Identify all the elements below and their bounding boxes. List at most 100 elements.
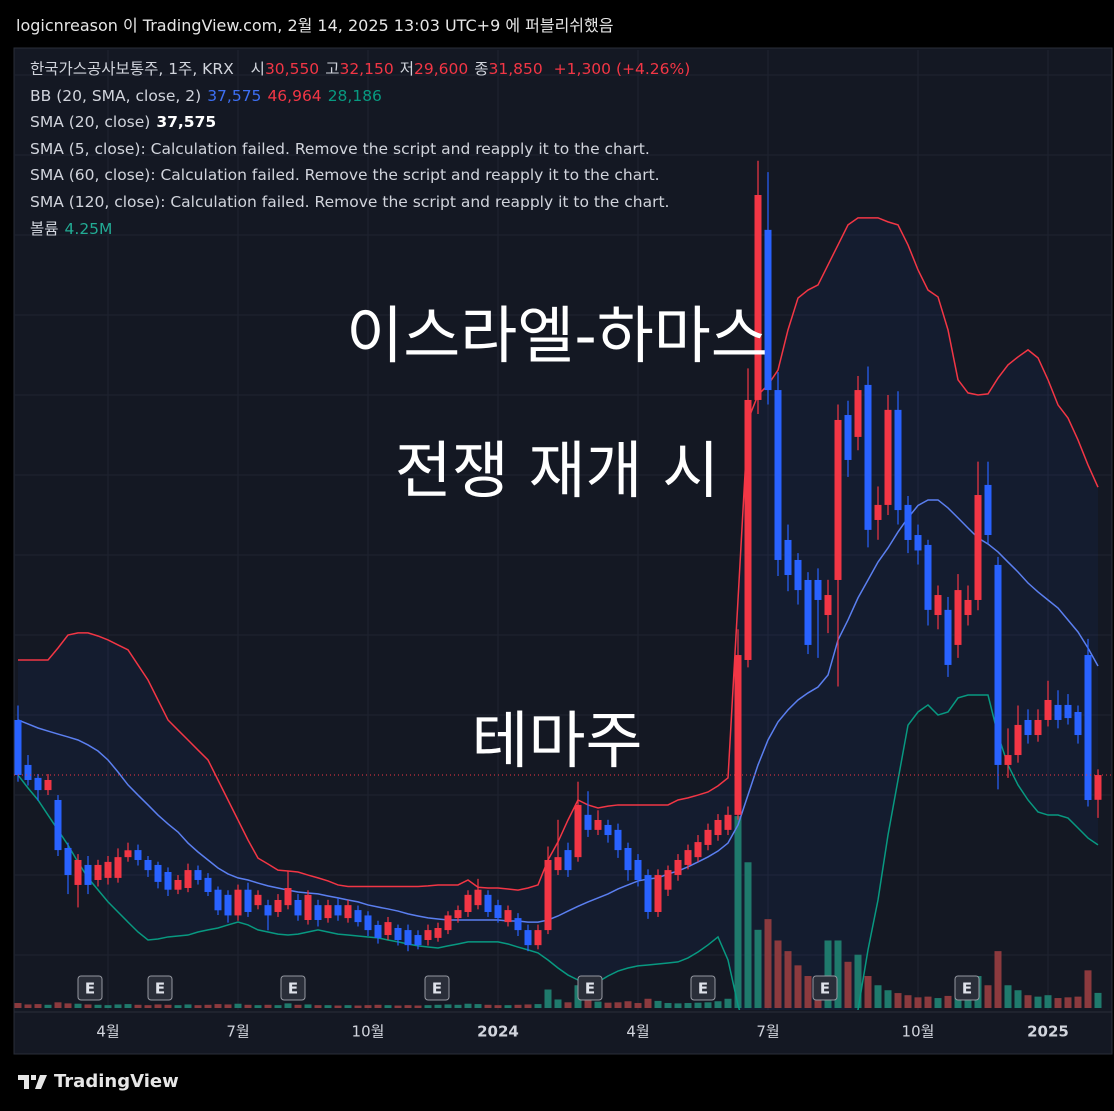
candle-body — [1064, 704, 1072, 719]
indicator-value: 46,964 — [267, 86, 322, 105]
candle-body — [224, 894, 232, 916]
volume-bar — [984, 985, 992, 1008]
volume-bar — [294, 1004, 302, 1008]
volume-bar — [654, 1000, 662, 1008]
volume-bar — [454, 1004, 462, 1008]
volume-bar — [184, 1004, 192, 1008]
volume-bar — [464, 1003, 472, 1008]
volume-bar — [1094, 992, 1102, 1008]
volume-bar — [244, 1004, 252, 1008]
volume-bar — [1014, 990, 1022, 1008]
volume-bar — [274, 1005, 282, 1008]
brand: TradingView — [54, 1071, 179, 1092]
annotation: 테마주 — [471, 704, 642, 777]
volume-bar — [44, 1004, 52, 1008]
band-line — [17, 694, 1099, 1010]
volume-bar — [174, 1005, 182, 1008]
candle-body — [944, 609, 952, 665]
x-tick-label: 10월 — [352, 1023, 385, 1041]
earnings-marker — [954, 975, 980, 1001]
candle-body — [154, 864, 162, 882]
ohlc-value: 31,850 — [488, 60, 543, 78]
volume-bar — [744, 862, 752, 1008]
indicator-name: SMA (60, close): Calculation failed. Rem… — [30, 166, 660, 185]
candle-body — [564, 850, 572, 871]
volume-bar — [1034, 996, 1042, 1008]
volume-bar — [754, 929, 762, 1008]
candle-body — [164, 871, 172, 890]
volume-bar — [864, 976, 872, 1008]
candle-body — [84, 864, 92, 885]
volume-bar — [614, 1002, 622, 1008]
volume-bar — [84, 1004, 92, 1008]
volume-bar — [14, 1003, 22, 1008]
volume-bar — [804, 976, 812, 1008]
candle-body — [264, 905, 272, 916]
indicator-row: BB (20, SMA, close, 2) 37,575 46,964 28,186 — [30, 83, 696, 110]
candle-body — [524, 930, 532, 946]
candle-body — [214, 889, 222, 911]
earnings-label: E — [155, 980, 165, 998]
volume-bar — [204, 1004, 212, 1008]
indicator-name: BB (20, SMA, close, 2) — [30, 86, 202, 105]
candle-body — [974, 495, 982, 600]
annotation: 전쟁 재개 시 — [395, 434, 720, 507]
volume-bar — [824, 940, 832, 1008]
symbol: 한국가스공사보통주, 1주, KRX — [30, 60, 234, 78]
volume-bar — [114, 1004, 122, 1008]
volume-bar — [634, 1003, 642, 1008]
candle-body — [904, 504, 912, 540]
indicator-row: 볼륨 4.25M — [30, 216, 696, 243]
candle-body — [474, 889, 482, 906]
candle-body — [44, 779, 52, 791]
band-fill — [18, 217, 1098, 1010]
volume-bar — [714, 1001, 722, 1008]
candle-body — [1044, 699, 1052, 720]
candle-body — [174, 879, 182, 890]
candle-body — [544, 859, 552, 931]
volume-bar — [644, 998, 652, 1008]
volume-bar — [914, 997, 922, 1008]
indicator-row: SMA (20, close) 37,575 — [30, 109, 696, 136]
candle-body — [814, 579, 822, 600]
candle-body — [914, 535, 922, 551]
candle-body — [24, 764, 32, 780]
indicators: BB (20, SMA, close, 2) 37,575 46,964 28,186… — [30, 83, 696, 243]
earnings-label: E — [820, 980, 830, 998]
volume-bar — [584, 997, 592, 1008]
volume-bar — [934, 998, 942, 1008]
candle-body — [754, 195, 762, 400]
volume-bar — [264, 1004, 272, 1008]
earnings-marker — [77, 975, 103, 1001]
ohlc-prefix: 고 — [325, 60, 340, 78]
plot — [14, 160, 1112, 1010]
volume-bar — [1004, 985, 1012, 1008]
volume-bar — [674, 1003, 682, 1008]
volume-bar — [224, 1004, 232, 1008]
volume-bar — [144, 1005, 152, 1008]
ohlc-prefix: 종 — [474, 60, 489, 78]
volume-bar — [444, 1004, 452, 1008]
x-tick-label: 4월 — [626, 1023, 649, 1041]
volume-bar — [524, 1004, 532, 1008]
indicator-value: 28,186 — [327, 86, 382, 105]
volume-bar — [884, 990, 892, 1008]
candle-body — [324, 905, 332, 919]
candle-body — [514, 918, 522, 931]
candle-body — [64, 847, 72, 876]
x-tick-label: 2025 — [1027, 1023, 1069, 1041]
indicator-name: SMA (20, close) — [30, 113, 151, 132]
candle-body — [594, 819, 602, 830]
earnings-marker — [147, 975, 173, 1001]
volume-bar — [944, 995, 952, 1008]
earnings-label: E — [85, 980, 95, 998]
volume-bar — [94, 1004, 102, 1008]
volume-bar — [724, 998, 732, 1008]
footer: TradingView — [18, 1071, 179, 1092]
volume-bar — [154, 1004, 162, 1008]
candle-body — [144, 859, 152, 871]
candle-body — [844, 415, 852, 460]
volume-bar — [964, 998, 972, 1008]
candle-body — [14, 719, 22, 776]
